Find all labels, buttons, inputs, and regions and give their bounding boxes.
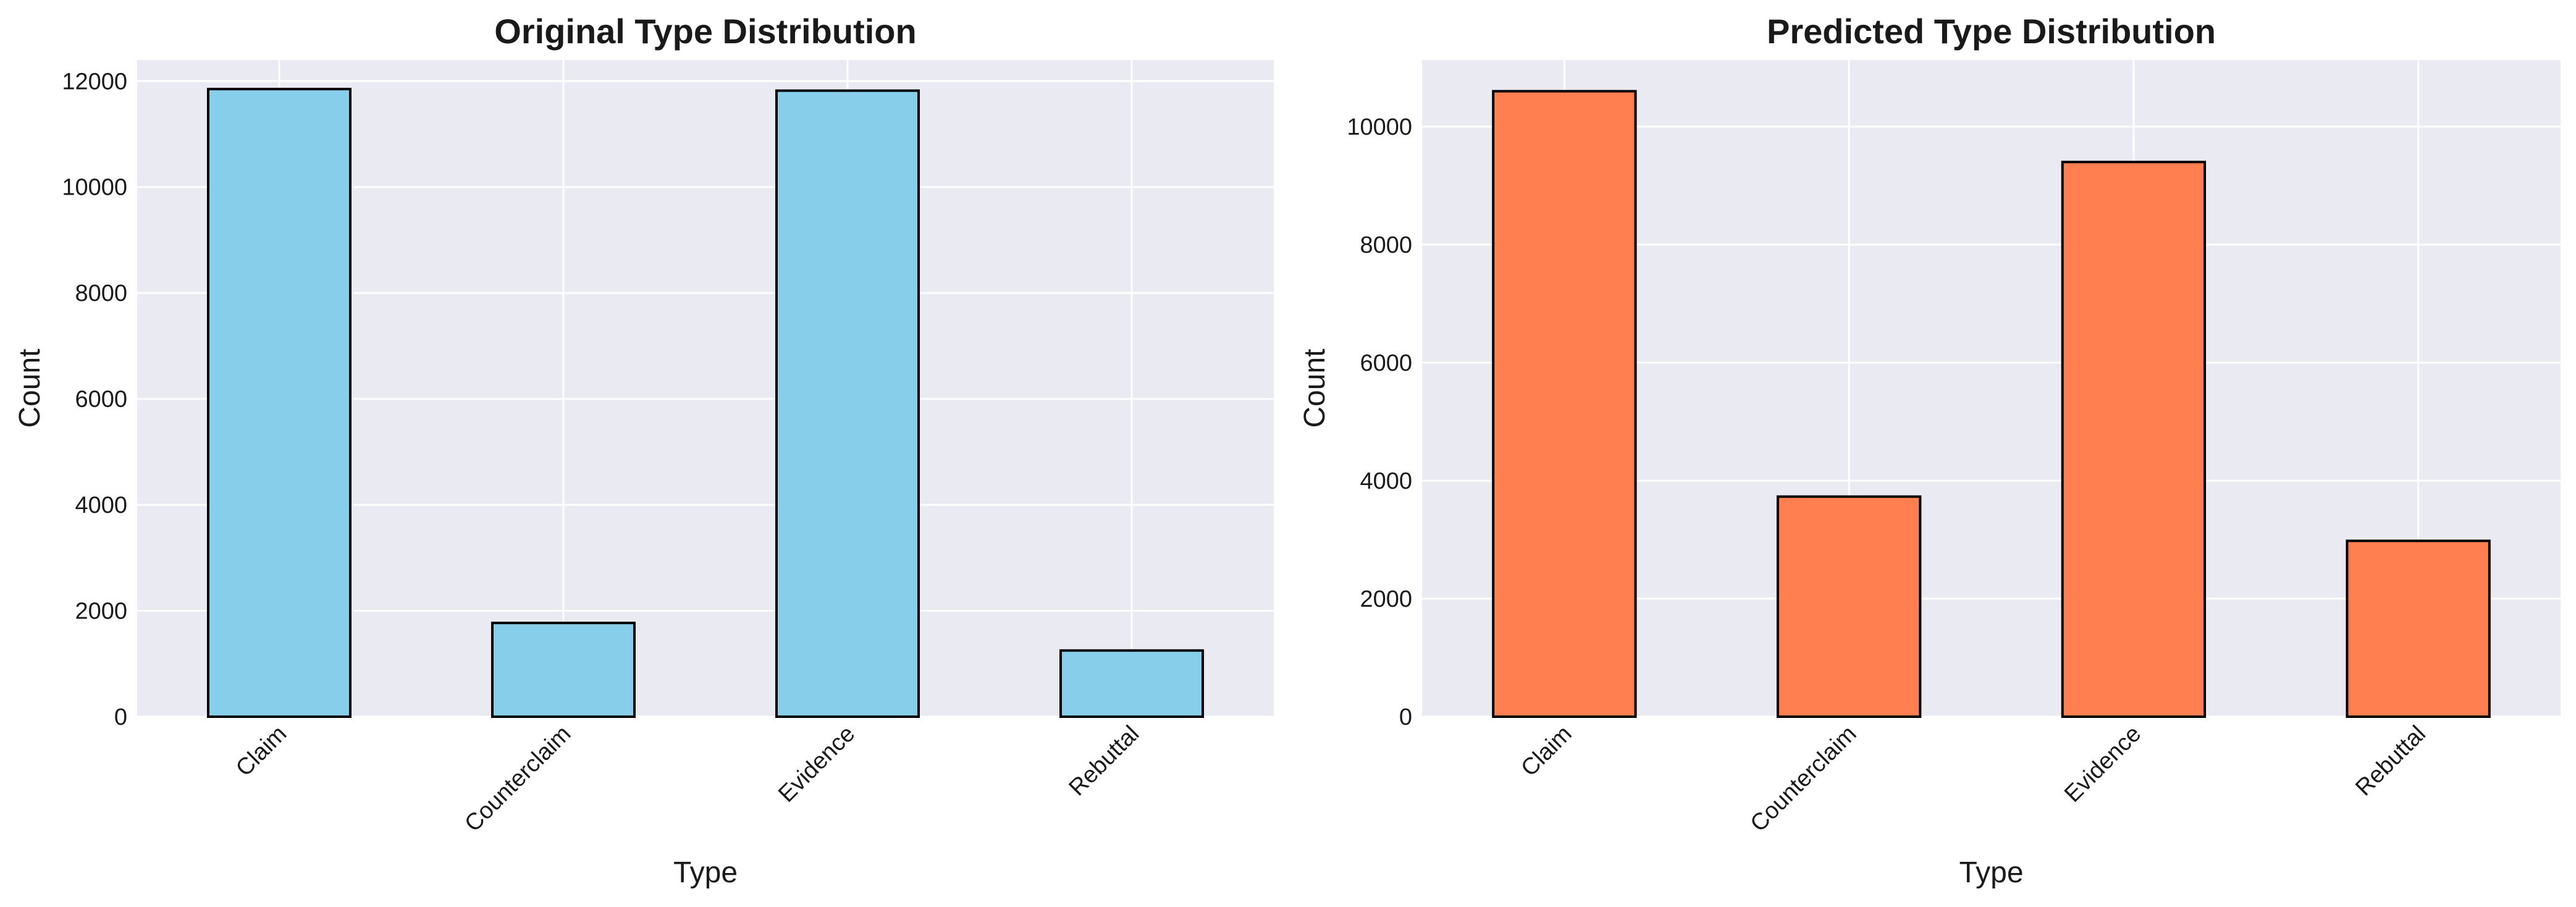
- chart-title-predicted: Predicted Type Distribution: [1767, 12, 2216, 51]
- bar-evidence: [2061, 161, 2207, 718]
- y-tick-label: 0: [1399, 704, 1412, 730]
- bar-counterclaim: [491, 622, 636, 718]
- y-tick-label: 8000: [1360, 232, 1412, 258]
- bar-evidence: [775, 89, 920, 719]
- bar-rebuttal: [2346, 539, 2491, 719]
- y-ticks-predicted: 0 2000 4000 6000 8000 10000: [1347, 114, 1412, 730]
- x-axis-label-original: Type: [673, 856, 738, 889]
- bar-counterclaim: [1776, 495, 1922, 719]
- y-tick-label: 0: [114, 704, 127, 730]
- bar-rebuttal: [1059, 649, 1204, 719]
- y-axis-label-predicted: Count: [1299, 348, 1331, 428]
- y-tick-label: 10000: [1347, 114, 1412, 140]
- y-tick-label: 4000: [1360, 468, 1412, 494]
- y-tick-label: 4000: [75, 492, 127, 518]
- bar-claim: [207, 88, 351, 719]
- y-tick-label: 2000: [75, 599, 127, 625]
- bar-claim: [1492, 90, 1637, 719]
- y-tick-label: 6000: [1360, 350, 1412, 376]
- y-tick-label: 8000: [75, 281, 127, 306]
- y-tick-label: 10000: [62, 175, 127, 201]
- x-axis-label-predicted: Type: [1959, 856, 2023, 889]
- y-ticks-original: 0 2000 4000 6000 8000 10000 12000: [62, 69, 127, 730]
- bars-predicted: [1492, 90, 2491, 719]
- y-axis-label-original: Count: [14, 348, 46, 428]
- y-tick-label: 6000: [75, 387, 127, 413]
- y-tick-label: 12000: [62, 69, 127, 95]
- y-tick-label: 2000: [1360, 586, 1412, 612]
- chart-title-original: Original Type Distribution: [494, 12, 916, 51]
- bars-original: [207, 88, 1204, 719]
